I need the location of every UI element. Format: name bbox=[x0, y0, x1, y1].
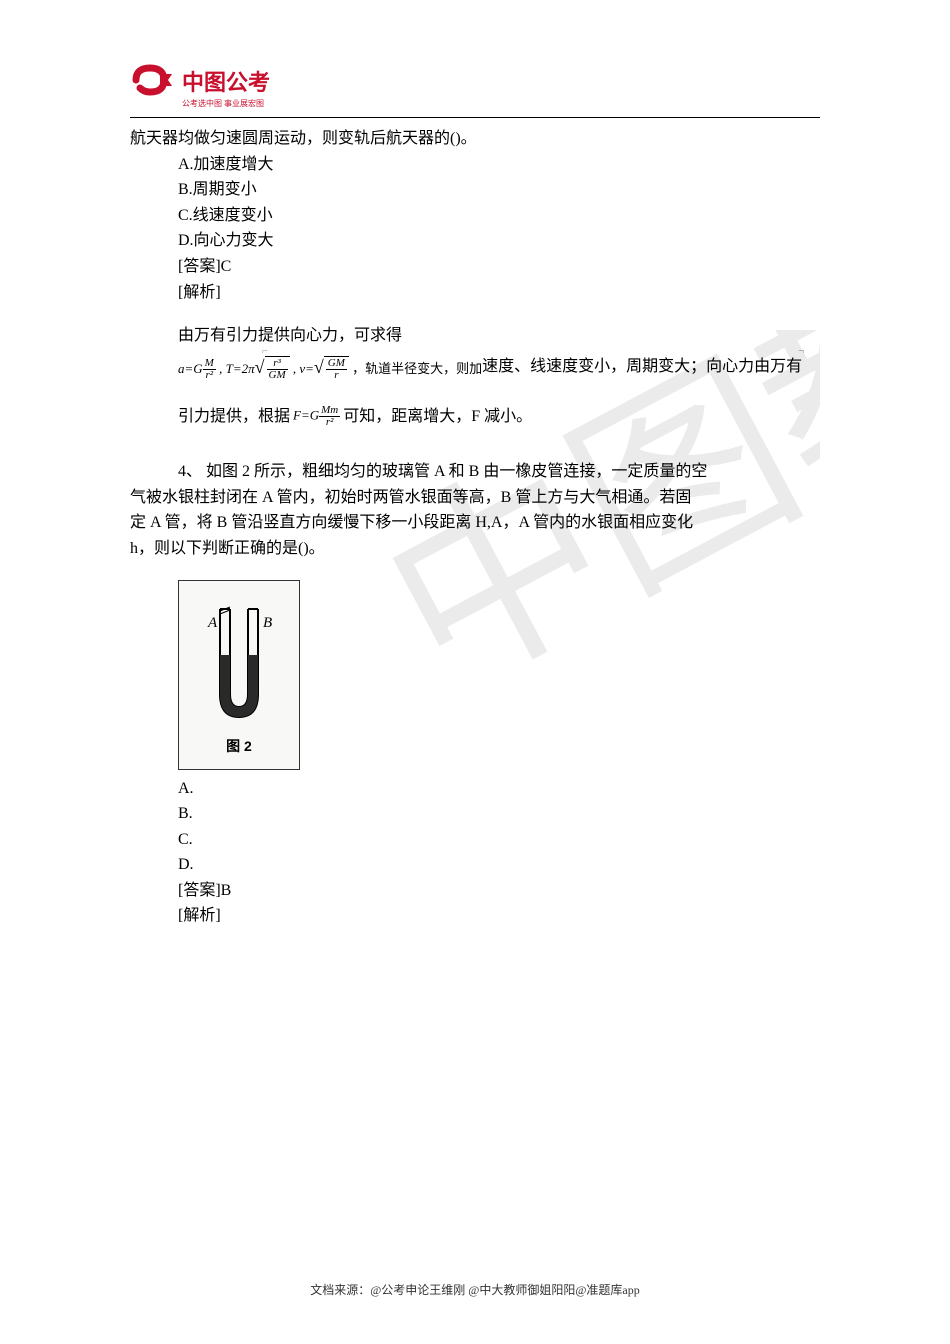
q3-analysis-label: [解析] bbox=[178, 280, 820, 306]
q4-lead-2: 气被水银柱封闭在 A 管内，初始时两管水银面等高，B 管上方与大气相通。若固 bbox=[130, 485, 820, 511]
formula-2: F=GMmr² bbox=[293, 405, 340, 428]
figure-2-caption: 图 2 bbox=[226, 735, 252, 757]
q4-option-b: B. bbox=[178, 801, 820, 827]
q4-option-d: D. bbox=[178, 852, 820, 878]
q3-option-c: C.线速度变小 bbox=[178, 203, 820, 229]
figure-2-box: A B 图 2 bbox=[178, 580, 300, 770]
header-divider bbox=[130, 117, 820, 118]
q3-option-b: B.周期变小 bbox=[178, 177, 820, 203]
q3-lead: 航天器均做匀速圆周运动，则变轨后航天器的()。 bbox=[130, 126, 820, 152]
q4-analysis-label: [解析] bbox=[178, 903, 820, 929]
q4-answer: [答案]B bbox=[178, 878, 820, 904]
footer-source: 文档来源：@公考申论王维刚 @中大教师御姐阳阳@准题库app bbox=[0, 1281, 950, 1298]
q4-lead-3: 定 A 管，将 B 管沿竖直方向缓慢下移一小段距离 H,A，A 管内的水银面相应… bbox=[130, 510, 820, 536]
q4-option-c: C. bbox=[178, 827, 820, 853]
crop-mark-left: ⌐ bbox=[262, 344, 268, 360]
q3-answer: [答案]C bbox=[178, 254, 820, 280]
logo-icon bbox=[130, 60, 180, 102]
q3-analysis-line1: 由万有引力提供向心力，可求得 bbox=[178, 323, 820, 349]
q3-option-a: A.加速度增大 bbox=[178, 152, 820, 178]
svg-text:B: B bbox=[263, 615, 272, 631]
u-tube-diagram: A B bbox=[194, 599, 284, 729]
q3-formula-line: a=GMr² , T=2π√r³GM , v=√GMr ，轨道半径变大，则加 速… bbox=[178, 353, 820, 382]
logo-area: 中图公考 公考选中图 事业展宏图 bbox=[130, 60, 820, 109]
q3-analysis-line2: 引力提供，根据 F=GMmr² 可知，距离增大，F 减小。 bbox=[178, 404, 820, 430]
figure-2-container: A B 图 2 bbox=[178, 580, 820, 770]
q4-lead-1: 4、 如图 2 所示，粗细均匀的玻璃管 A 和 B 由一橡皮管连接，一定质量的空 bbox=[130, 459, 820, 485]
svg-text:A: A bbox=[207, 615, 218, 631]
formula-1: a=GMr² , T=2π√r³GM , v=√GMr ，轨道半径变大，则加 bbox=[178, 353, 482, 382]
q3-line2-pre: 引力提供，根据 bbox=[178, 404, 290, 430]
crop-mark-right: ¬ bbox=[798, 344, 804, 360]
q4-option-a: A. bbox=[178, 776, 820, 802]
q3-formula-tail: 速度、线速度变小，周期变大；向心力由万有 bbox=[482, 354, 802, 380]
logo-subtitle: 公考选中图 事业展宏图 bbox=[182, 98, 820, 109]
q3-option-d: D.向心力变大 bbox=[178, 228, 820, 254]
logo-brand-text: 中图公考 bbox=[182, 65, 270, 97]
q4-lead-4: h，则以下判断正确的是()。 bbox=[130, 536, 820, 562]
q3-line2-post: 可知，距离增大，F 减小。 bbox=[343, 404, 532, 430]
